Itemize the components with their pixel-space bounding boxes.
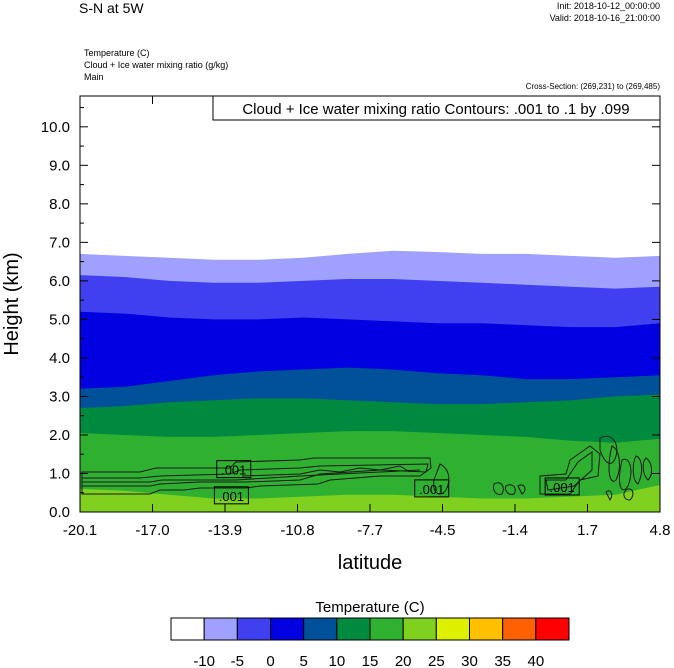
y-tick-label: 9.0 <box>49 157 70 174</box>
x-tick-label: -7.7 <box>357 522 383 539</box>
figure-title: S-N at 5W <box>79 0 144 16</box>
variable-temperature: Temperature (C) <box>84 48 150 58</box>
colorbar-swatch <box>336 617 371 641</box>
colorbar-tick-label: -5 <box>231 653 244 668</box>
y-tick-label: 6.0 <box>49 273 70 290</box>
y-tick-label: 5.0 <box>49 311 70 328</box>
colorbar-tick-label: 30 <box>461 653 478 668</box>
x-axis: -20.1 -17.0 -13.9 -10.8 -7.7 -4.5 -1.4 1.7 4.8 <box>63 96 671 539</box>
colorbar-tick-label: 5 <box>299 653 307 668</box>
contour-info-box: Cloud + Ice water mixing ratio Contours:… <box>212 95 661 121</box>
colorbar-swatch <box>369 617 404 641</box>
contour-label: .001 <box>213 486 249 505</box>
variable-cloud-ice: Cloud + Ice water mixing ratio (g/kg) <box>84 60 229 70</box>
contour-label-text: .001 <box>419 482 444 497</box>
x-tick-label: -1.4 <box>502 522 528 539</box>
colorbar-swatch <box>203 617 238 641</box>
colorbar-tick-label: 10 <box>328 653 345 668</box>
x-tick-label: -17.0 <box>135 522 169 539</box>
y-tick-label: 1.0 <box>49 465 70 482</box>
colorbar-title: Temperature (C) <box>315 599 424 616</box>
y-tick-label: 10.0 <box>41 119 70 136</box>
y-axis-label: Height (km) <box>1 252 23 355</box>
colorbar-tick-label: 25 <box>428 653 445 668</box>
x-tick-label: 1.7 <box>577 522 598 539</box>
colorbar-tick-label: -10 <box>193 653 215 668</box>
contour-label: .001 <box>414 479 450 498</box>
x-tick-label: -20.1 <box>63 522 97 539</box>
colorbar-swatch <box>435 617 471 641</box>
colorbar-tick-label: 0 <box>266 653 274 668</box>
colorbar-swatch <box>402 617 437 641</box>
x-tick-label: -13.9 <box>208 522 242 539</box>
contour-label-text: .001 <box>221 463 246 478</box>
x-axis-label: latitude <box>338 552 403 574</box>
colorbar-swatch <box>170 617 205 641</box>
y-tick-label: 3.0 <box>49 388 70 405</box>
contour-label: .001 <box>216 460 252 479</box>
contour-label-text: .001 <box>219 489 244 504</box>
x-tick-label: -4.5 <box>430 522 456 539</box>
y-axis: 0.0 1.0 2.0 3.0 4.0 5.0 6.0 7.0 8.0 9.0 10.0 <box>41 107 660 521</box>
y-tick-label: 2.0 <box>49 427 70 444</box>
colorbar-tick-label: 40 <box>527 653 544 668</box>
colorbar-swatch <box>502 617 537 641</box>
x-tick-label: 4.8 <box>650 522 671 539</box>
init-time: Init: 2018-10-12_00:00:00 <box>556 1 660 11</box>
y-tick-label: 7.0 <box>49 234 70 251</box>
contour-labels: .001 .001 .001 .001 <box>213 460 580 505</box>
cloud-contours <box>81 435 653 501</box>
colorbar: -10 -5 0 5 10 15 20 25 30 35 40 <box>170 617 570 668</box>
valid-time: Valid: 2018-10-16_21:00:00 <box>549 13 660 23</box>
colorbar-swatch <box>270 617 305 641</box>
colorbar-swatch <box>535 617 570 641</box>
colorbar-tick-label: 35 <box>494 653 511 668</box>
y-tick-label: 8.0 <box>49 196 70 213</box>
colorbar-swatch <box>303 617 338 641</box>
colorbar-tick-label: 15 <box>362 653 379 668</box>
contour-info-text: Cloud + Ice water mixing ratio Contours:… <box>242 101 629 118</box>
colorbar-swatch <box>469 617 504 641</box>
colorbar-swatch <box>236 617 271 641</box>
contour-label: .001 <box>544 477 580 496</box>
contour-label-text: .001 <box>550 480 575 495</box>
cross-section-info: Cross-Section: (269,231) to (269,485) <box>525 82 660 91</box>
y-tick-label: 0.0 <box>49 504 70 521</box>
colorbar-tick-label: 20 <box>395 653 412 668</box>
variable-main: Main <box>84 72 104 82</box>
x-tick-label: -10.8 <box>280 522 314 539</box>
y-tick-label: 4.0 <box>49 350 70 367</box>
